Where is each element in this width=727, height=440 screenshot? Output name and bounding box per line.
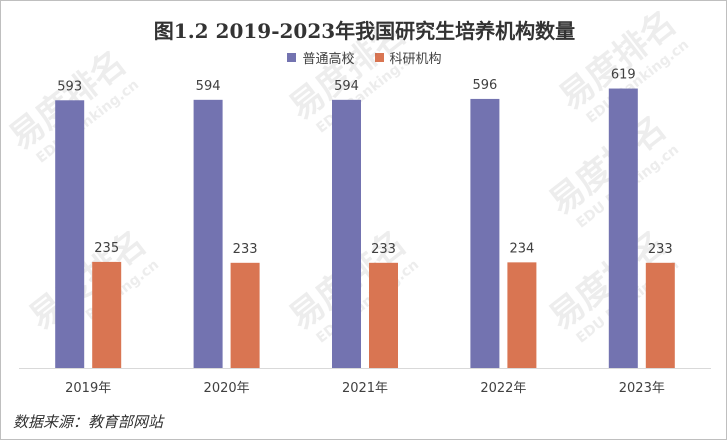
data-label-series-2-1: 233 xyxy=(233,242,258,257)
chart-title: 图1.2 2019-2023年我国研究生培养机构数量 xyxy=(153,19,576,43)
data-label-series-2-0: 235 xyxy=(94,241,119,256)
legend-swatch-series-2 xyxy=(374,53,384,62)
data-label-series-2-2: 233 xyxy=(371,242,396,257)
bar-series-2-2 xyxy=(369,262,398,368)
bar-series-1-1 xyxy=(193,99,223,368)
bar-series-1-0 xyxy=(55,100,85,368)
bar-series-2-4 xyxy=(645,262,675,368)
x-tick-label-3: 2022年 xyxy=(480,381,526,396)
legend-item-series-2: 科研机构 xyxy=(374,48,442,67)
x-tick-label-4: 2023年 xyxy=(619,381,665,396)
data-label-series-1-1: 594 xyxy=(196,79,221,94)
x-tick-label-1: 2020年 xyxy=(204,381,250,396)
data-label-series-1-3: 596 xyxy=(472,78,497,93)
data-source-note: 数据来源：教育部网站 xyxy=(13,413,164,431)
legend-item-series-1: 普通高校 xyxy=(287,48,355,67)
data-label-series-2-3: 234 xyxy=(509,241,534,256)
data-label-series-2-4: 233 xyxy=(648,242,673,257)
data-label-series-1-4: 619 xyxy=(611,68,636,83)
bar-series-1-2 xyxy=(332,99,361,368)
legend-label-series-1: 普通高校 xyxy=(302,52,355,67)
data-label-series-1-0: 593 xyxy=(57,79,82,94)
legend-swatch-series-1 xyxy=(287,53,297,62)
legend: 普通高校 科研机构 xyxy=(1,48,726,67)
bar-series-1-4 xyxy=(608,88,638,368)
bar-series-1-3 xyxy=(470,98,500,369)
bar-series-2-1 xyxy=(230,262,260,368)
x-tick-label-2: 2021年 xyxy=(342,381,388,396)
bar-series-2-3 xyxy=(507,262,537,368)
bar-series-2-0 xyxy=(92,261,122,368)
x-tick-label-0: 2019年 xyxy=(65,381,111,396)
data-label-series-1-2: 594 xyxy=(334,79,359,94)
legend-label-series-2: 科研机构 xyxy=(389,52,442,67)
